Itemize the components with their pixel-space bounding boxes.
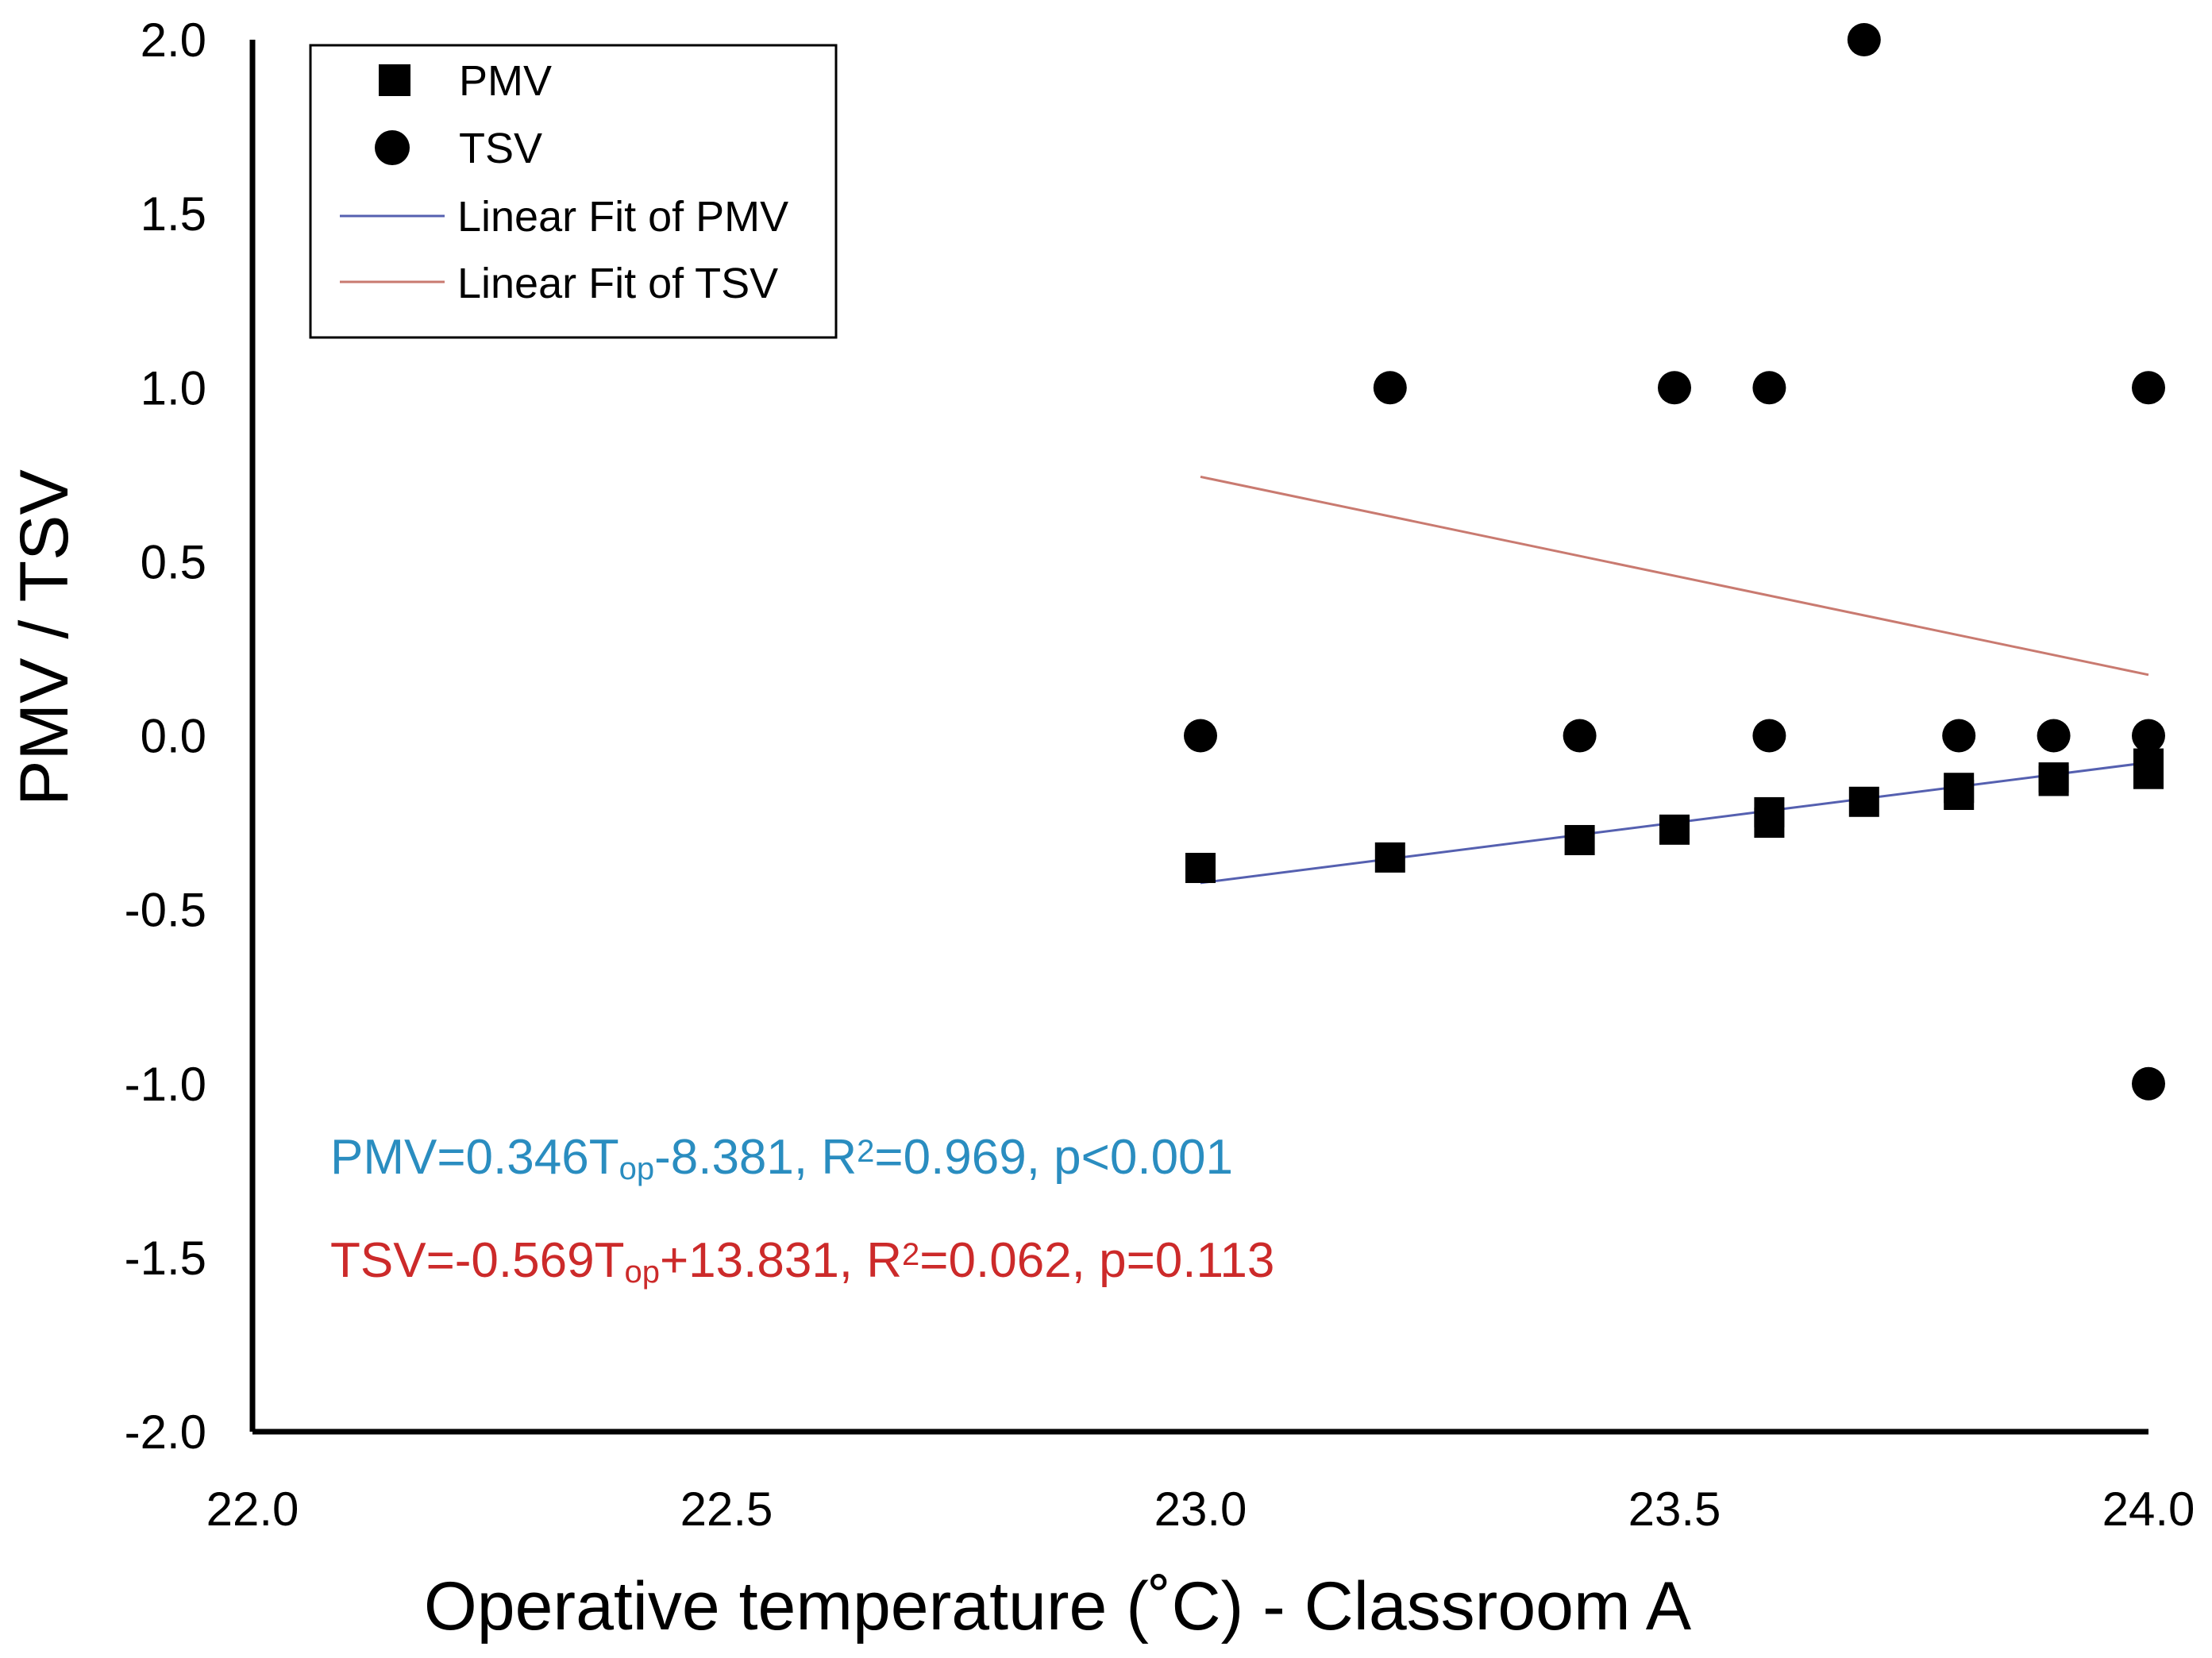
regression-equations: PMV=0.346Top-8.381, R2=0.969, p<0.001 TSV… [330, 1130, 1274, 1290]
tsv-point [1847, 23, 1881, 56]
tsv-point [1752, 719, 1786, 753]
legend-marker-pmv [379, 64, 410, 96]
tsv-point [1563, 719, 1597, 753]
legend-label-pmv: PMV [459, 57, 552, 105]
y-axis-title: PMV / TSV [6, 469, 83, 806]
x-tick-label: 22.0 [206, 1483, 299, 1536]
legend-marker-tsv [375, 130, 410, 165]
tsv-point [1658, 371, 1691, 405]
legend-label-tsv: TSV [459, 125, 542, 172]
data-points [1184, 23, 2165, 1101]
tsv-point [1752, 371, 1786, 405]
tsv-equation: TSV=-0.569Top+13.831, R2=0.062, p=0.113 [330, 1233, 1274, 1290]
tsv-point [1373, 371, 1407, 405]
y-tick-label: 1.5 [141, 187, 206, 241]
pmv-point [1659, 814, 1690, 845]
y-tick-label: -1.5 [125, 1232, 206, 1285]
tsv-point [2132, 371, 2165, 405]
pmv-point [1944, 780, 1975, 811]
tsv-point [2132, 1066, 2165, 1101]
tsv-fit-line [1200, 475, 2149, 677]
y-tick-label: 0.5 [141, 535, 206, 588]
y-tick-label: 2.0 [141, 13, 206, 67]
y-tick-label: -2.0 [125, 1405, 206, 1459]
y-tick-label: 1.0 [141, 361, 206, 414]
pmv-point [2038, 765, 2069, 796]
y-tick-label: 0.0 [141, 710, 206, 763]
x-tick-label: 23.5 [1628, 1483, 1721, 1536]
x-tick-label: 24.0 [2102, 1483, 2195, 1536]
pmv-point [1374, 842, 1405, 873]
y-tick-label: -1.0 [125, 1058, 206, 1111]
pmv-point [1848, 786, 1879, 817]
x-tick-label: 23.0 [1154, 1483, 1247, 1536]
legend-label-pmv-fit: Linear Fit of PMV [457, 193, 788, 241]
x-tick-label: 22.5 [680, 1483, 773, 1536]
tsv-point [1942, 719, 1976, 753]
tsv-point [2037, 719, 2071, 753]
y-tick-labels: 2.0 1.5 1.0 0.5 0.0 -0.5 -1.0 -1.5 -2.0 [125, 13, 206, 1459]
x-tick-labels: 22.0 22.5 23.0 23.5 24.0 [206, 1483, 2195, 1536]
legend: PMV TSV Linear Fit of PMV Linear Fit of … [309, 44, 838, 339]
tsv-point [1184, 719, 1217, 753]
plot-area [249, 40, 2148, 1435]
pmv-equation: PMV=0.346Top-8.381, R2=0.969, p<0.001 [330, 1130, 1233, 1186]
pmv-point [1185, 853, 1216, 884]
pmv-point [1564, 824, 1595, 855]
y-tick-label: -0.5 [125, 884, 206, 937]
legend-label-tsv-fit: Linear Fit of TSV [457, 260, 778, 307]
tsv-point [2132, 719, 2165, 753]
pmv-point [1754, 808, 1785, 839]
x-axis-title: Operative temperature (˚C) - Classroom A [424, 1568, 1692, 1645]
pmv-point [2133, 758, 2164, 789]
